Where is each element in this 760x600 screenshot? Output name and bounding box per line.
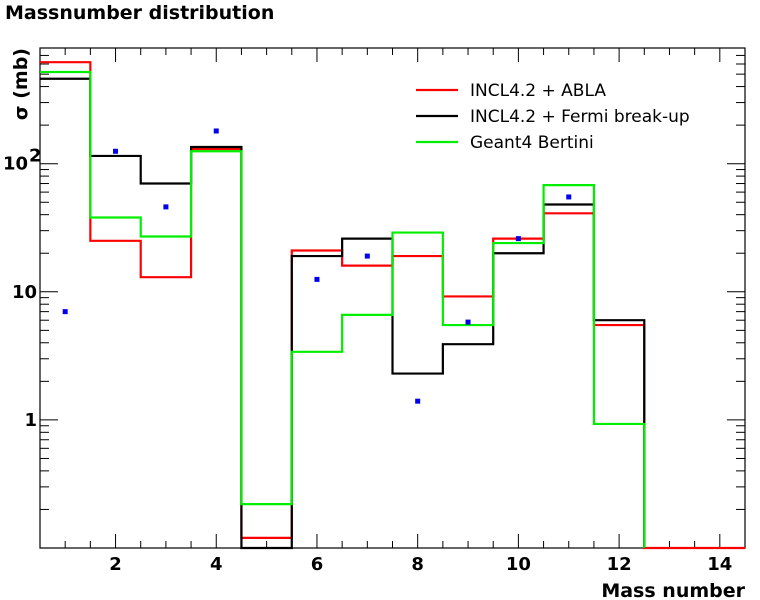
chart-title: Massnumber distribution: [5, 2, 274, 24]
data-point: [213, 128, 219, 134]
series-lines: [40, 61, 745, 550]
data-point: [364, 253, 370, 259]
x-tick-label: 4: [210, 554, 223, 575]
x-tick-label: 8: [411, 554, 424, 575]
legend-label: Geant4 Bertini: [470, 133, 594, 153]
data-point: [62, 309, 68, 315]
data-point: [163, 204, 169, 210]
legend-label: INCL4.2 + ABLA: [470, 81, 606, 101]
data-point: [415, 398, 421, 404]
data-points: [62, 128, 572, 404]
y-axis-title: σ (mb): [10, 48, 32, 120]
data-point: [314, 276, 320, 282]
legend-label: INCL4.2 + Fermi break-up: [470, 107, 690, 127]
x-tick-label: 14: [707, 554, 732, 575]
x-tick-label: 12: [607, 554, 632, 575]
data-point: [515, 236, 521, 242]
series-line-3: [40, 70, 646, 548]
data-point: [465, 319, 471, 325]
legend: INCL4.2 + ABLA INCL4.2 + Fermi break-up Ge…: [416, 81, 690, 153]
data-point: [566, 194, 572, 200]
y-tick-label: 10: [12, 282, 37, 303]
y-tick-label: 10: [3, 154, 28, 175]
x-tick-label: 2: [109, 554, 122, 575]
x-axis-title: Mass number: [601, 580, 745, 600]
x-tick-label: 10: [506, 554, 531, 575]
x-tick-label: 6: [311, 554, 324, 575]
y-tick-exponent: 2: [29, 146, 42, 167]
axis-ticks: [39, 47, 746, 549]
data-point: [113, 148, 119, 154]
y-tick-label: 1: [24, 410, 37, 431]
